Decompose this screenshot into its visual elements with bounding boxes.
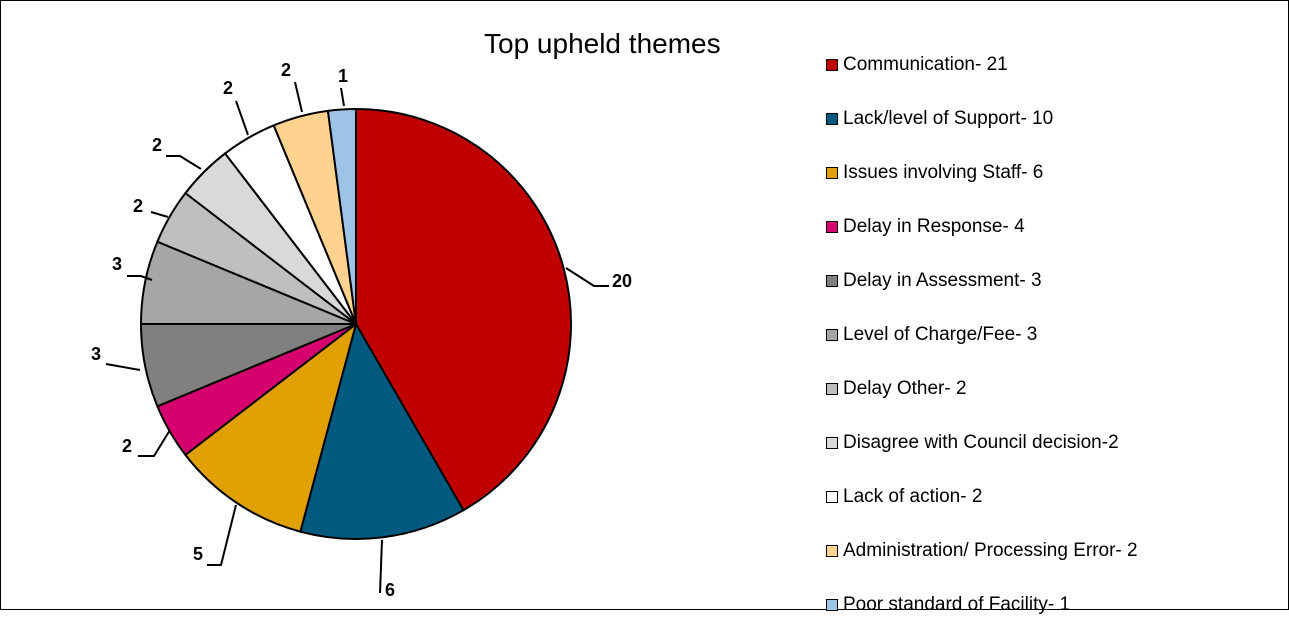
data-label: 5 bbox=[193, 544, 203, 564]
data-label: 2 bbox=[223, 78, 233, 98]
legend-item: Lack/level of Support- 10 bbox=[826, 92, 1138, 146]
legend-item: Delay in Assessment- 3 bbox=[826, 254, 1138, 308]
data-label: 3 bbox=[91, 344, 101, 364]
legend-label: Lack/level of Support- 10 bbox=[843, 108, 1054, 129]
legend-item: Issues involving Staff- 6 bbox=[826, 146, 1138, 200]
data-label: 1 bbox=[338, 66, 348, 86]
legend-label: Communication- 21 bbox=[843, 54, 1008, 75]
leader-line bbox=[138, 429, 171, 457]
legend-label: Poor standard of Facility- 1 bbox=[843, 594, 1071, 615]
leader-line bbox=[166, 155, 202, 170]
pie-slice bbox=[299, 321, 465, 540]
legend-item: Delay in Response- 4 bbox=[826, 200, 1138, 254]
legend-label: Delay in Response- 4 bbox=[843, 216, 1025, 237]
chart-title: Top upheld themes bbox=[484, 28, 721, 59]
legend-label: Level of Charge/Fee- 3 bbox=[843, 324, 1038, 345]
legend-label: Disagree with Council decision-2 bbox=[843, 432, 1119, 453]
leader-line bbox=[235, 100, 249, 136]
legend-item: Disagree with Council decision-2 bbox=[826, 416, 1138, 470]
legend-swatch bbox=[826, 221, 838, 233]
legend-item: Lack of action- 2 bbox=[826, 470, 1138, 524]
leader-line bbox=[127, 275, 153, 281]
legend-swatch bbox=[826, 545, 838, 557]
leader-line bbox=[379, 539, 383, 594]
legend-swatch bbox=[826, 491, 838, 503]
leader-line bbox=[340, 87, 345, 107]
legend-item: Level of Charge/Fee- 3 bbox=[826, 308, 1138, 362]
pie-slice bbox=[355, 107, 572, 512]
legend-swatch bbox=[826, 329, 838, 341]
legend-label: Delay Other- 2 bbox=[843, 378, 967, 399]
legend-swatch bbox=[826, 275, 838, 287]
leader-line bbox=[150, 211, 169, 218]
legend: Communication- 21 Lack/level of Support- … bbox=[826, 38, 1138, 632]
legend-swatch bbox=[826, 383, 838, 395]
legend-swatch bbox=[826, 59, 838, 71]
legend-item: Communication- 21 bbox=[826, 38, 1138, 92]
pie-chart: 20 6 5 2 3 3 2 2 2 2 1 bbox=[91, 60, 632, 600]
legend-item: Administration/ Processing Error- 2 bbox=[826, 524, 1138, 578]
leader-line bbox=[294, 81, 303, 113]
legend-item: Poor standard of Facility- 1 bbox=[826, 578, 1138, 632]
data-label: 6 bbox=[385, 580, 395, 600]
legend-item: Delay Other- 2 bbox=[826, 362, 1138, 416]
leader-line bbox=[207, 504, 237, 566]
legend-swatch bbox=[826, 437, 838, 449]
data-label: 2 bbox=[122, 436, 132, 456]
data-label: 2 bbox=[133, 196, 143, 216]
data-label: 20 bbox=[612, 271, 632, 291]
data-label: 2 bbox=[152, 135, 162, 155]
legend-swatch bbox=[826, 599, 838, 611]
legend-label: Delay in Assessment- 3 bbox=[843, 270, 1042, 291]
leader-line bbox=[105, 363, 141, 371]
data-label: 2 bbox=[281, 60, 291, 80]
pie-slice bbox=[326, 107, 357, 325]
legend-swatch bbox=[826, 113, 838, 125]
legend-label: Administration/ Processing Error- 2 bbox=[843, 540, 1138, 561]
leader-line bbox=[565, 267, 609, 287]
legend-label: Issues involving Staff- 6 bbox=[843, 162, 1044, 183]
legend-swatch bbox=[826, 167, 838, 179]
legend-label: Lack of action- 2 bbox=[843, 486, 983, 507]
pie-slice bbox=[184, 321, 358, 533]
data-label: 3 bbox=[112, 254, 122, 274]
